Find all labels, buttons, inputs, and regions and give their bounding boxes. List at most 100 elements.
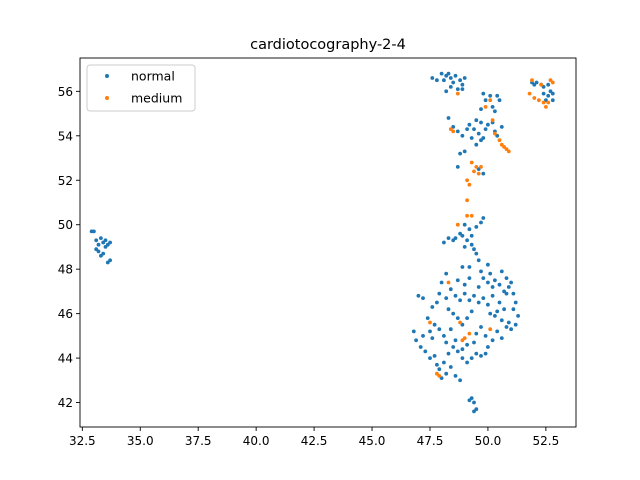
point-normal-122 [451,345,456,349]
point-normal-150 [435,300,439,305]
point-normal-34 [488,93,493,98]
point-normal-85 [451,238,456,243]
point-medium-17 [467,182,472,187]
point-normal-175 [467,276,472,280]
point-normal-182 [474,331,479,336]
point-normal-160 [481,296,486,300]
point-medium-7 [497,138,502,143]
point-normal-197 [511,307,516,312]
point-normal-171 [465,316,469,320]
point-normal-107 [516,314,520,318]
point-normal-3 [96,242,101,247]
y-tick-label: 52 [58,174,73,188]
point-normal-20 [446,71,451,76]
point-normal-155 [458,298,462,303]
point-normal-114 [486,345,490,349]
point-medium-22 [455,222,460,227]
point-normal-70 [550,98,555,103]
point-normal-71 [546,93,551,98]
point-normal-141 [421,334,425,338]
point-normal-98 [488,271,493,276]
point-medium-33 [435,371,439,376]
point-normal-106 [513,300,518,305]
point-normal-25 [460,82,465,87]
point-normal-109 [509,327,513,332]
point-normal-73 [544,98,548,103]
legend-label-medium: medium [131,91,182,106]
point-normal-113 [490,338,495,343]
point-normal-145 [442,334,446,338]
x-tick-label: 45.0 [359,434,386,448]
point-medium-9 [504,147,509,152]
point-medium-25 [537,98,541,103]
point-normal-31 [460,87,465,91]
point-normal-102 [504,276,509,280]
y-tick-label: 50 [58,218,73,232]
point-normal-142 [428,329,432,334]
point-medium-30 [550,80,555,85]
point-normal-9 [103,238,108,243]
point-normal-126 [435,362,439,367]
point-normal-30 [442,78,446,83]
point-normal-193 [460,347,465,352]
point-normal-93 [462,245,467,249]
point-normal-130 [453,374,458,378]
point-normal-27 [448,85,453,89]
point-normal-36 [495,93,500,98]
series-normal [89,71,555,414]
point-normal-190 [499,336,504,340]
point-normal-117 [474,351,479,356]
point-normal-14 [94,247,99,252]
point-normal-152 [444,296,449,300]
point-normal-129 [448,365,453,369]
point-normal-135 [472,409,476,414]
point-normal-195 [428,356,432,360]
y-tick-label: 46 [58,307,73,321]
point-medium-21 [469,213,474,218]
point-medium-28 [546,100,551,105]
legend-label-normal: normal [131,69,175,84]
point-normal-69 [548,89,553,94]
point-normal-173 [455,278,460,283]
point-normal-177 [481,276,486,280]
point-normal-179 [439,280,444,285]
point-normal-168 [451,311,456,316]
point-medium-2 [455,91,460,96]
point-normal-119 [465,360,469,365]
point-normal-176 [476,285,481,289]
point-normal-164 [497,300,502,305]
point-normal-28 [444,89,449,94]
point-normal-174 [462,282,467,287]
point-normal-26 [455,87,460,91]
point-normal-148 [416,293,421,298]
point-normal-183 [479,325,483,329]
point-normal-147 [430,336,435,340]
point-normal-146 [425,316,430,320]
legend-marker-normal [105,74,109,78]
point-normal-21 [448,76,453,80]
point-normal-110 [504,325,509,329]
point-normal-37 [497,98,502,103]
point-normal-196 [506,320,511,325]
point-normal-115 [483,351,488,356]
points-layer [89,71,555,414]
point-medium-37 [467,331,472,336]
point-normal-92 [474,251,479,256]
x-tick-label: 47.5 [417,434,444,448]
y-tick-label: 54 [58,129,73,143]
point-medium-10 [506,149,511,154]
point-normal-162 [490,293,495,298]
point-normal-111 [499,318,504,323]
point-normal-178 [486,280,490,285]
point-normal-180 [444,271,449,276]
point-normal-158 [472,293,476,298]
point-normal-46 [472,127,476,131]
point-normal-76 [481,171,486,176]
x-tick-label: 42.5 [301,434,328,448]
point-normal-159 [476,300,481,305]
point-medium-39 [488,327,493,332]
point-normal-49 [483,127,488,131]
point-normal-116 [479,354,483,358]
y-tick-label: 56 [58,85,73,99]
point-normal-39 [479,107,483,111]
